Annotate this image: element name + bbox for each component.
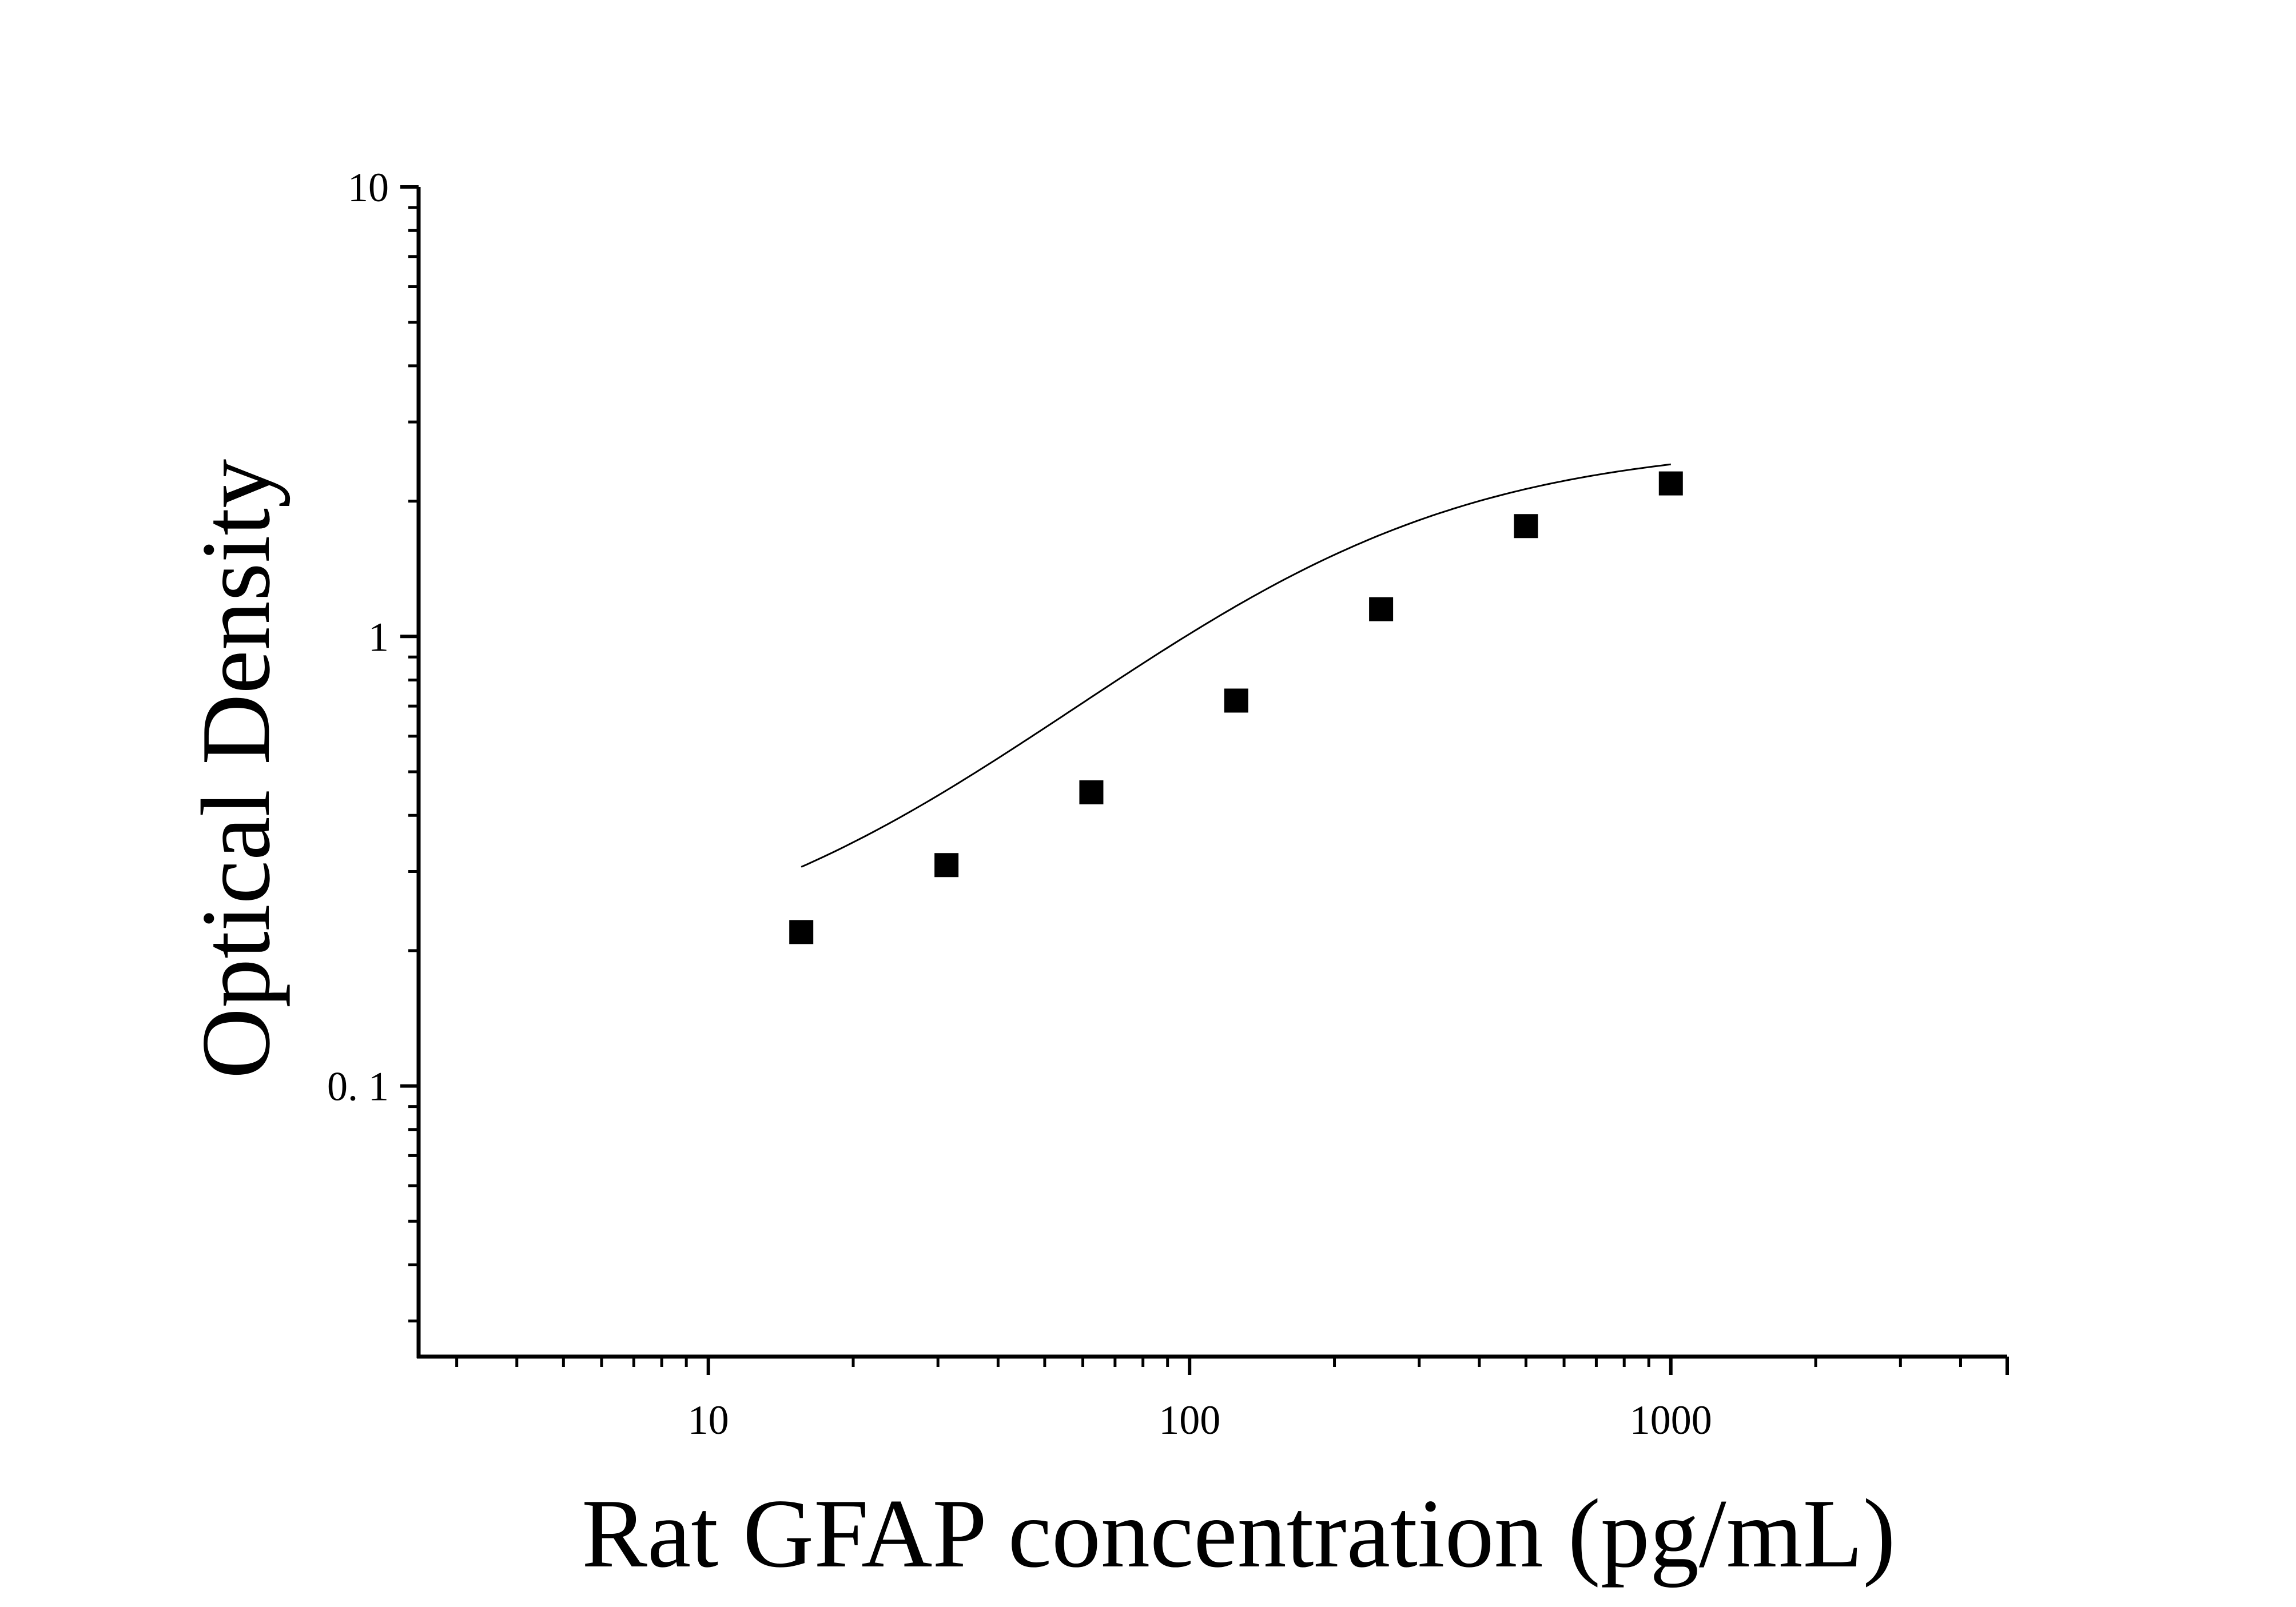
data-point-marker — [1658, 471, 1683, 496]
axis-ticks — [400, 185, 2009, 1375]
data-point-marker — [1224, 688, 1248, 713]
data-point-marker — [1079, 780, 1104, 804]
data-points — [789, 471, 1683, 944]
x-tick-label: 100 — [1159, 1397, 1220, 1443]
tick-labels: 10 100 1000 0. 1 1 10 — [327, 165, 1712, 1443]
y-axis-title: Optical Density — [182, 459, 291, 1079]
x-tick-label: 1000 — [1630, 1397, 1712, 1443]
data-point-marker — [789, 920, 814, 944]
data-point-marker — [934, 853, 959, 878]
x-tick-label: 10 — [688, 1397, 729, 1443]
axes — [416, 187, 2007, 1359]
y-tick-label: 1 — [368, 614, 389, 660]
fit-curve — [801, 463, 1671, 868]
y-tick-label: 10 — [348, 165, 389, 210]
data-point-marker — [1369, 597, 1394, 621]
data-point-marker — [1514, 514, 1538, 539]
x-axis-title: Rat GFAP concentration (pg/mL) — [582, 1480, 1896, 1588]
fit-curve-layer — [801, 463, 1671, 868]
y-tick-label: 0. 1 — [327, 1064, 389, 1110]
